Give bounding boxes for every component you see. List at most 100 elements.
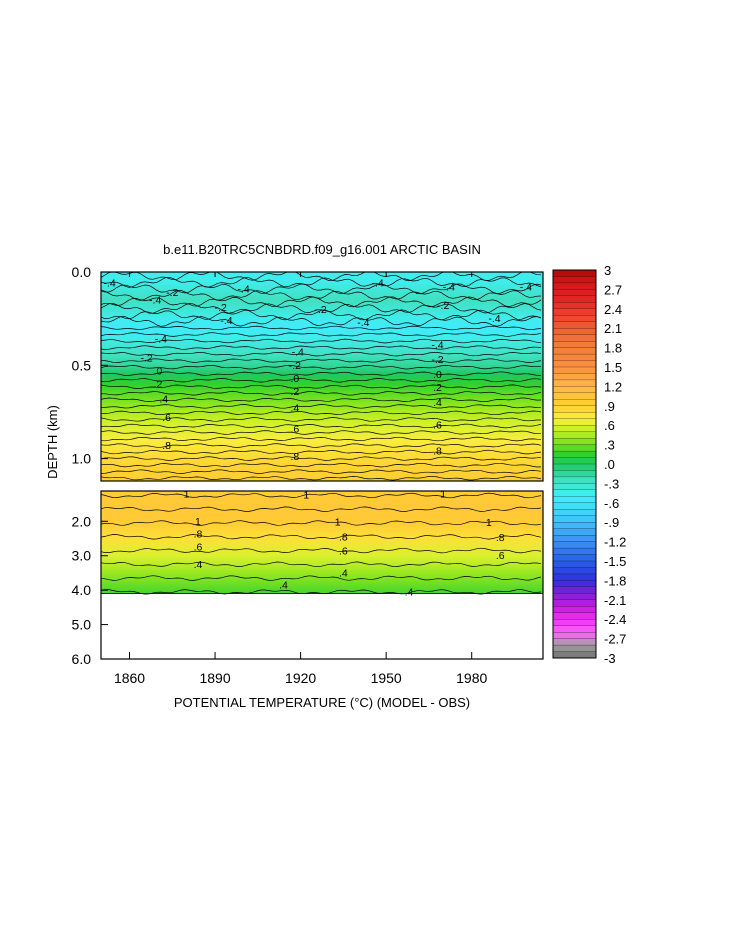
contour-label: -.4 <box>103 278 115 290</box>
contour-label: -.4 <box>488 313 500 325</box>
colorbar-swatch <box>552 341 597 349</box>
colorbar-labels: 3 2.7 2.4 2.1 1.8 1.5 1.2 .9 .6 .3 .0 -.3 -.6 -.9 -1.2… <box>604 263 626 666</box>
colorbar-swatch <box>552 302 597 310</box>
colorbar-label: -1.2 <box>604 535 626 550</box>
colorbar-swatch <box>552 606 597 614</box>
colorbar-swatch <box>552 276 597 284</box>
contour-label: 1 <box>184 488 190 500</box>
contour-label: .4 <box>405 587 414 599</box>
contour-label: -.2 <box>314 304 326 316</box>
contour-label: .0 <box>291 373 300 385</box>
contour-line <box>101 443 542 448</box>
x-axis-label: POTENTIAL TEMPERATURE (°C) (MODEL - OBS) <box>174 695 470 710</box>
colorbar-swatch <box>552 282 597 290</box>
contour-label: .8 <box>433 446 442 458</box>
contour-label: .4 <box>194 559 203 571</box>
upper-panel-contours <box>101 272 542 481</box>
contour-label: -.4 <box>357 317 369 329</box>
contour-label: .6 <box>194 542 203 554</box>
contour-label: .4 <box>159 393 168 405</box>
colorbar-label: -2.1 <box>604 593 626 608</box>
contour-label: -.4 <box>149 294 161 306</box>
colorbar-label: 1.5 <box>604 360 622 375</box>
colorbar-swatch <box>552 632 597 640</box>
y-tick-label: 0.0 <box>72 264 92 280</box>
contour-line <box>101 547 542 554</box>
contour-label: -.4 <box>292 347 304 359</box>
colorbar-swatch <box>552 509 597 517</box>
x-tick-label: 1860 <box>114 670 145 686</box>
colorbar-swatch <box>552 535 597 543</box>
colorbar-swatch <box>552 289 597 297</box>
contour-line <box>101 469 542 474</box>
contour-line <box>101 358 542 363</box>
contour-line <box>101 397 542 403</box>
contour-label: -.4 <box>220 315 232 327</box>
colorbar-swatch <box>552 431 597 439</box>
contour-line <box>101 404 542 409</box>
contour-label: .6 <box>162 412 171 424</box>
colorbar-swatch <box>552 366 597 374</box>
colorbar-swatch <box>552 418 597 426</box>
contour-line <box>101 276 542 288</box>
contour-line <box>101 325 542 331</box>
contour-labels: -.4-.2-.4-.4-.2-.4-.2-.4-.4 -.4-.2-.4-.4-… <box>103 278 532 599</box>
contour-line <box>101 492 542 499</box>
colorbar-swatch <box>552 522 597 530</box>
x-tick-label: 1920 <box>285 670 316 686</box>
contour-label: .2 <box>154 378 163 390</box>
contour-line <box>101 410 542 416</box>
colorbar-swatch <box>552 593 597 601</box>
colorbar-label: -1.8 <box>604 573 626 588</box>
contour-label: -.2 <box>437 300 449 312</box>
colorbar-swatch <box>552 644 597 652</box>
contour-label: .2 <box>291 386 300 398</box>
contour-label: -.2 <box>140 352 152 364</box>
y-tick-label: 0.5 <box>72 357 92 373</box>
y-axis-upper: 0.0 0.5 1.0 <box>72 264 108 467</box>
contour-label: 1 <box>335 516 341 528</box>
colorbar-swatch <box>552 554 597 562</box>
upper-panel-fill <box>101 272 543 481</box>
colorbar-swatch <box>552 315 597 323</box>
contour-label: -.2 <box>166 287 178 299</box>
contour-line <box>101 436 542 442</box>
colorbar-swatch <box>552 444 597 452</box>
contour-label: 1 <box>303 489 309 501</box>
contour-line <box>101 364 542 370</box>
x-axis: 1860 1890 1920 1950 1980 <box>114 272 487 686</box>
colorbar-swatch <box>552 489 597 497</box>
contour-label: -.4 <box>520 281 532 293</box>
colorbar-swatch <box>552 360 597 368</box>
colorbar-swatch <box>552 476 597 484</box>
colorbar-label: .3 <box>604 438 615 453</box>
contour-line <box>101 449 542 455</box>
contour-label: 1 <box>195 516 201 528</box>
contour-label: .4 <box>339 567 348 579</box>
contour-line <box>101 520 542 526</box>
colorbar-label: .9 <box>604 399 615 414</box>
contour-line <box>101 391 542 396</box>
contour-label: -.4 <box>431 339 443 351</box>
x-tick-label: 1890 <box>199 670 230 686</box>
contour-label: .6 <box>433 420 442 432</box>
colorbar-swatch <box>552 328 597 336</box>
contour-label: 1 <box>440 489 446 501</box>
colorbar-swatch <box>552 470 597 478</box>
colorbar-swatch <box>552 386 597 394</box>
colorbar-swatch <box>552 438 597 446</box>
contour-label: .4 <box>291 403 300 415</box>
upper-panel-color-field <box>101 272 543 481</box>
colorbar-label: -.3 <box>604 476 619 491</box>
contour-line <box>101 283 542 295</box>
contour-label: -.2 <box>289 360 301 372</box>
colorbar-swatch <box>552 412 597 420</box>
contour-line <box>101 338 542 344</box>
colorbar-swatch <box>552 573 597 581</box>
colorbar-swatch <box>552 625 597 633</box>
contour-label: .6 <box>496 550 505 562</box>
contour-label: -.4 <box>237 283 249 295</box>
contour-line <box>101 589 542 595</box>
chart-title: b.e11.B20TRC5CNBDRD.f09_g16.001 ARCTIC B… <box>163 242 481 257</box>
